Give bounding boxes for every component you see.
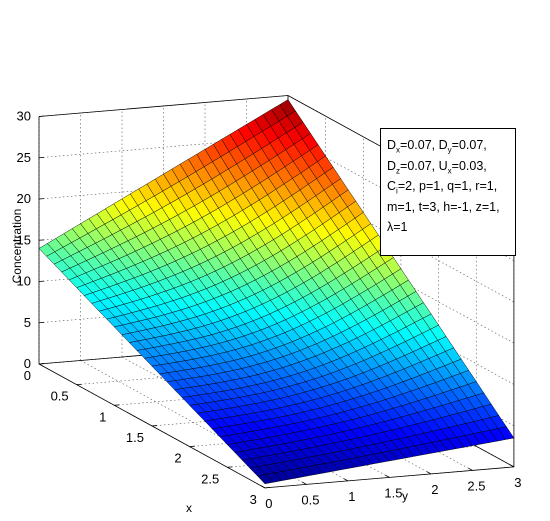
annotation-text: C [387, 179, 397, 194]
z-tick-label: 15 [17, 232, 31, 247]
annotation-line: Ci=2, p=1, q=1, r=1, [387, 176, 509, 197]
annotation-text: λ=1 [387, 220, 408, 235]
z-tick-label: 5 [24, 315, 31, 330]
parameter-annotation-box: Dx=0.07, Dy=0.07, Dz=0.07, Ux=0.03, Ci=2, … [380, 128, 516, 256]
annotation-subscript: i [396, 186, 398, 196]
grid-line [80, 360, 307, 485]
y-tick-mark [385, 474, 390, 478]
annotation-line: Dx=0.07, Dy=0.07, [387, 135, 509, 156]
annotation-subscript: z [396, 166, 401, 176]
z-tick-label: 10 [17, 274, 31, 289]
annotation-subscript: x [447, 166, 452, 176]
annotation-text: =0.07, [451, 138, 487, 152]
y-tick-label: 1.5 [384, 485, 402, 500]
z-tick-label: 0 [24, 356, 31, 371]
annotation-text: =2, p=1, q=1, r=1, [397, 179, 498, 194]
annotation-line: Dz=0.07, Ux=0.03, [387, 156, 509, 177]
y-tick-label: 1 [348, 489, 355, 504]
x-tick-label: 2.5 [201, 471, 219, 486]
annotation-text: =0.07, U [400, 158, 448, 173]
z-tick-label: 30 [17, 109, 31, 124]
annotation-text: =0.03, [451, 158, 487, 173]
x-tick-label: 1.5 [126, 430, 144, 445]
y-tick-mark [426, 471, 432, 475]
annotation-text: D [387, 158, 397, 173]
y-tick-mark [509, 464, 515, 468]
annotation-subscript: y [447, 145, 452, 155]
annotation-line: λ=1 [387, 217, 509, 238]
y-tick-label: 0 [265, 496, 272, 511]
annotation-text: D [387, 138, 397, 152]
concentration-surface [38, 99, 515, 485]
annotation-subscript: x [396, 145, 401, 155]
y-tick-mark [260, 485, 266, 489]
annotation-line: m=1, t=3, h=-1, z=1, [387, 197, 509, 218]
annotation-text: m=1, t=3, h=-1, z=1, [387, 199, 500, 214]
y-tick-mark [302, 481, 307, 485]
y-tick-label: 3 [514, 475, 521, 490]
surface-patch [257, 474, 274, 485]
z-tick-label: 20 [17, 191, 31, 206]
x-tick-label: 3 [250, 492, 257, 507]
x-tick-label: 2 [174, 451, 181, 466]
axis-lines [38, 115, 515, 489]
z-axis-label: Concentration [10, 209, 24, 284]
axis-frame-edge [38, 95, 289, 117]
y-tick-label: 0.5 [301, 492, 319, 507]
y-tick-label: 2 [431, 482, 438, 497]
y-tick-mark [468, 467, 473, 471]
z-tick-label: 25 [17, 150, 31, 165]
annotation-text: =0.07, D [400, 138, 448, 152]
y-tick-label: 2.5 [467, 478, 485, 493]
y-tick-mark [343, 478, 349, 482]
y-axis-label: y [402, 489, 408, 503]
x-tick-label: 1 [99, 409, 106, 424]
x-axis-label: x [186, 501, 192, 515]
x-tick-label: 0 [24, 368, 31, 383]
x-tick-label: 0.5 [51, 389, 69, 404]
